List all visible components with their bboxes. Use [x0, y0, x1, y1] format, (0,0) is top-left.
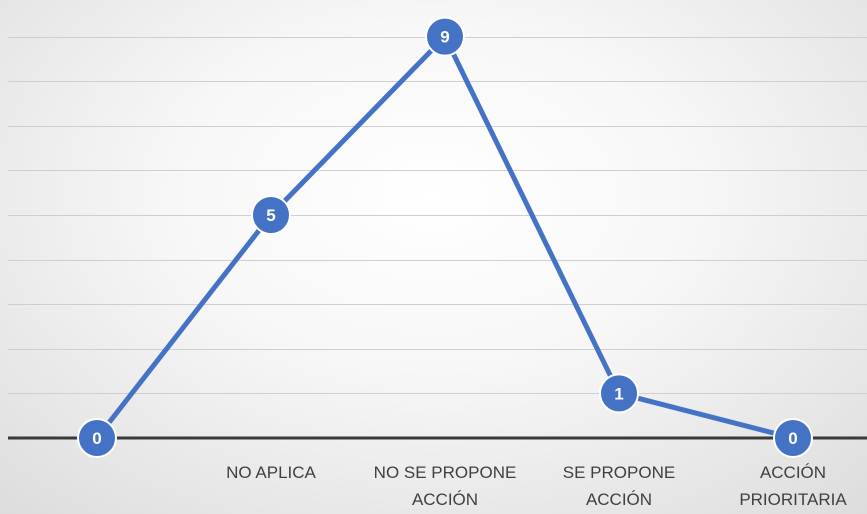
- data-point: [251, 195, 291, 235]
- x-tick-label-line: ACCIÓN: [412, 490, 478, 509]
- x-tick-label: ACCIÓN PRIORITARIA: [739, 463, 847, 509]
- data-point: [599, 373, 639, 414]
- series: [94, 34, 796, 441]
- x-tick-label-line: ACCIÓN: [760, 463, 826, 482]
- data-point: [77, 418, 117, 458]
- data-label: 5: [266, 206, 275, 225]
- data-label: 0: [788, 429, 797, 448]
- x-tick-label-line: ACCIÓN: [586, 490, 652, 509]
- x-tick-label-line: PRIORITARIA: [739, 490, 847, 509]
- x-tick-label-line: NO SE PROPONE: [374, 463, 517, 482]
- x-tick-label-line: SE PROPONE: [563, 463, 675, 482]
- data-point: [773, 418, 813, 458]
- series-line: [94, 34, 796, 441]
- data-markers: 0 5 9 1 0: [77, 16, 813, 458]
- x-tick-label: NO APLICA: [226, 463, 316, 482]
- data-label: 9: [440, 28, 449, 47]
- data-label: 1: [614, 384, 623, 403]
- data-label: 0: [92, 429, 101, 448]
- x-tick-label: NO SE PROPONE ACCIÓN: [374, 463, 517, 509]
- x-tick-label-line: NO APLICA: [226, 463, 316, 482]
- gridlines: [8, 37, 867, 394]
- data-point: [425, 16, 465, 57]
- x-tick-labels: NO APLICA NO SE PROPONE ACCIÓN SE PROPONE AC…: [226, 463, 847, 509]
- x-tick-label: SE PROPONE ACCIÓN: [563, 463, 675, 509]
